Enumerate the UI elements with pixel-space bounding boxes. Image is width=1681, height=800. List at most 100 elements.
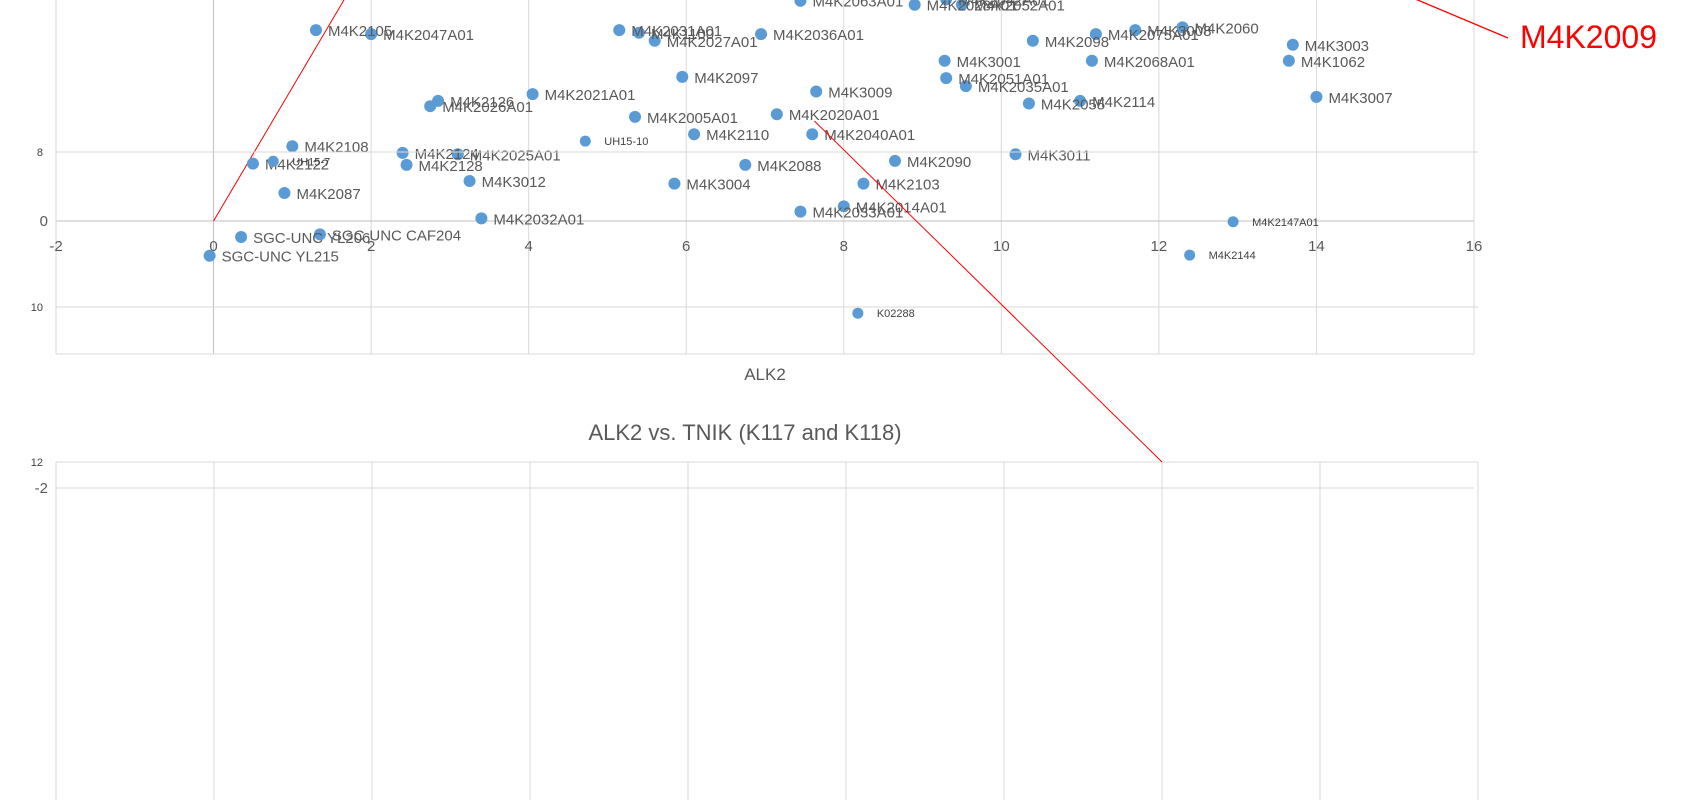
data-label: SGC-UNC YL215 xyxy=(222,249,339,266)
data-label: M4K2033A01 xyxy=(812,205,903,222)
x-tick-label: 4 xyxy=(524,238,532,255)
y-tick-label: -2 xyxy=(35,480,48,497)
y-tick-label: 8 xyxy=(37,147,43,159)
data-point xyxy=(451,148,464,161)
data-label: M4K2063A01 xyxy=(812,0,903,11)
data-point xyxy=(940,0,953,6)
data-label: M4K2103 xyxy=(875,177,939,194)
y-tick-label: 0 xyxy=(40,213,48,230)
data-point xyxy=(579,135,591,147)
data-point xyxy=(400,158,413,171)
data-point xyxy=(396,146,409,159)
data-label: M4K2098 xyxy=(1045,34,1109,51)
data-label: M4K2114 xyxy=(1092,94,1155,111)
data-label: M4K2087 xyxy=(296,186,360,203)
data-point xyxy=(888,154,901,167)
data-label: M4K2047A01 xyxy=(383,27,474,44)
data-label: M4K2106A01 xyxy=(1084,0,1175,4)
data-label: M4K2005A01 xyxy=(647,110,738,127)
data-label: M4K2075A01 xyxy=(1108,27,1199,44)
data-label: M4K2062A01 xyxy=(1155,0,1246,4)
y-tick-label: 12 xyxy=(31,457,43,469)
chart-title: ALK2 vs. TNIK (K117 and K118) xyxy=(588,420,901,445)
data-label: M4K2108 xyxy=(304,139,368,156)
data-point xyxy=(668,177,681,190)
x-tick-label: 10 xyxy=(993,238,1010,255)
annotation-label: M4K2009 xyxy=(1520,19,1657,55)
data-label: M4K2097 xyxy=(694,70,758,87)
data-label: UH15-10 xyxy=(604,136,648,148)
data-label: M4K2031A01 xyxy=(631,23,722,40)
data-point xyxy=(313,228,326,241)
data-point xyxy=(613,24,626,37)
data-point xyxy=(1310,90,1323,103)
data-label: M4K2028A01 xyxy=(927,0,1018,15)
data-point xyxy=(1286,38,1299,51)
data-point xyxy=(908,0,921,11)
data-label: SGC-UNC YL206 xyxy=(253,230,370,247)
data-point xyxy=(755,28,768,41)
data-label: M4K3003 xyxy=(1305,38,1369,55)
data-label: M4K2090 xyxy=(907,154,971,171)
data-label: M4K2105 xyxy=(328,23,392,40)
data-point xyxy=(629,110,642,123)
data-label: M4K2042A01 xyxy=(958,0,1049,9)
data-label: SGC-UNC CAF204 xyxy=(332,227,461,244)
data-point xyxy=(203,249,216,262)
data-point xyxy=(648,34,661,47)
x-tick-label: 14 xyxy=(1308,238,1325,255)
annotation-arrow xyxy=(1415,0,1509,39)
data-point xyxy=(632,26,645,39)
data-point xyxy=(475,212,488,225)
data-point xyxy=(938,54,951,67)
data-point xyxy=(463,174,476,187)
x-tick-label: 12 xyxy=(1151,238,1168,255)
data-point xyxy=(940,72,953,85)
chart-alk2-vs-tnik: ALK2 vs. TNIK (K117 and K118) 8 10 12 K02288… xyxy=(31,120,1479,800)
data-label: M4K2051A01 xyxy=(958,71,1049,88)
data-label: M4K1062 xyxy=(1301,54,1365,71)
data-label: M4K2026A01 xyxy=(442,99,533,116)
data-label: M4K2124 xyxy=(415,146,479,163)
data-point xyxy=(955,0,968,11)
data-label: M4K3004 xyxy=(686,177,750,194)
data-point xyxy=(1227,216,1239,228)
data-point xyxy=(1009,148,1022,161)
data-point xyxy=(959,80,972,93)
data-label: M4K2052A01 xyxy=(974,0,1065,15)
data-point xyxy=(246,157,259,170)
data-label: M4K3007 xyxy=(1328,90,1392,107)
data-point xyxy=(806,128,819,141)
data-label: M4K2021A01 xyxy=(545,87,636,104)
data-label: M4K2144 xyxy=(1209,250,1256,262)
data-point xyxy=(1176,21,1189,34)
data-point xyxy=(365,28,378,41)
data-point xyxy=(286,140,299,153)
data-label: M4K3008 xyxy=(1147,23,1211,40)
x-tick-label: 0 xyxy=(209,238,217,255)
data-point xyxy=(739,158,752,171)
x-tick-label: -2 xyxy=(49,238,62,255)
data-label: M4K2014A01 xyxy=(856,199,947,216)
data-point xyxy=(267,155,279,167)
data-point xyxy=(1089,28,1102,41)
data-label: M4K2020A01 xyxy=(789,107,880,124)
reference-line xyxy=(213,0,345,222)
x-tick-label: 16 xyxy=(1466,238,1483,255)
reference-line xyxy=(814,120,1163,463)
chart-alk2-scatter: -20246810121416-202M4K2100M4K2091M4K2092… xyxy=(35,0,1657,497)
data-point xyxy=(1129,24,1142,37)
data-point xyxy=(1184,249,1196,261)
data-point xyxy=(1085,54,1098,67)
data-point xyxy=(837,200,850,213)
data-point xyxy=(1074,94,1087,107)
data-label: M4K1100 xyxy=(651,26,714,43)
data-label: M4K2110 xyxy=(706,127,769,144)
data-point xyxy=(1282,54,1295,67)
data-label: M4K2035A01 xyxy=(978,79,1069,96)
data-label: M4K2027A01 xyxy=(667,34,758,51)
data-label: M4K2068A01 xyxy=(1104,54,1195,71)
data-label: M4K2126 xyxy=(450,94,514,111)
data-label: M4K2088 xyxy=(757,158,821,175)
